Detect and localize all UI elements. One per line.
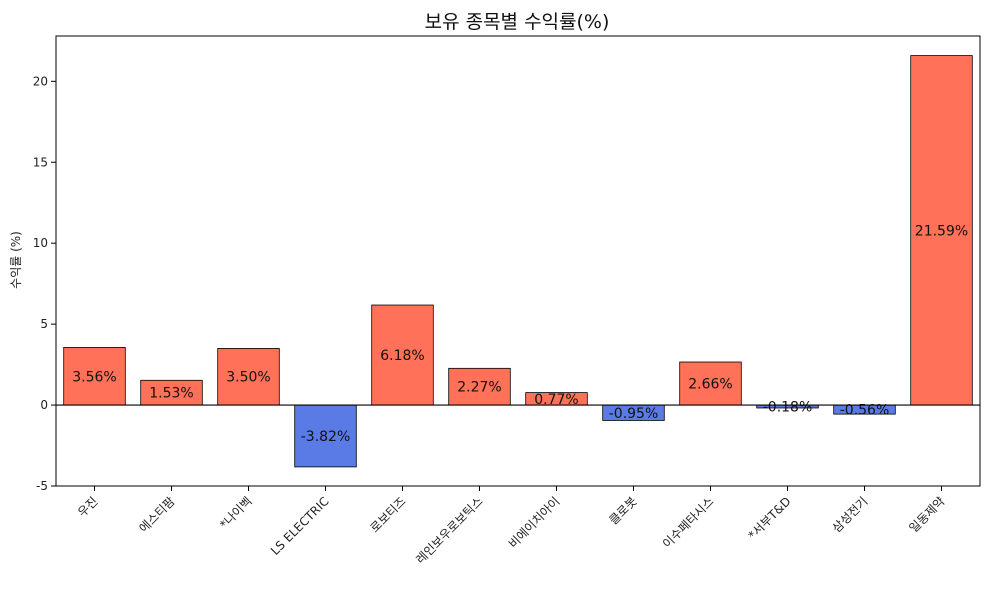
data-label-5: 2.27%: [457, 380, 501, 396]
data-label-3: -3.82%: [301, 429, 351, 445]
bar-5: [448, 367, 511, 406]
y-tick-label-3: 10: [33, 236, 48, 250]
x-tick-label-10: 삼성전기: [829, 494, 870, 535]
plot-frame: [55, 35, 981, 487]
y-tick-label-0: -5: [36, 479, 48, 493]
x-tick-label-7: 클로봇: [606, 494, 639, 527]
data-label-7: -0.95%: [609, 406, 659, 422]
data-label-2: 3.50%: [226, 370, 270, 386]
data-label-10: -0.56%: [840, 403, 890, 419]
x-tick-label-9: *서부T&D: [746, 494, 794, 542]
data-label-8: 2.66%: [688, 377, 732, 393]
data-label-11: 21.59%: [915, 223, 968, 239]
y-tick-label-2: 5: [40, 317, 48, 331]
y-tick-label-5: 20: [33, 74, 48, 88]
data-label-6: 0.77%: [534, 392, 578, 408]
bar-2: [217, 348, 280, 406]
data-label-1: 1.53%: [149, 386, 193, 402]
x-tick-label-0: 우진: [75, 494, 101, 520]
bar-3: [294, 404, 357, 468]
data-label-0: 3.56%: [72, 369, 116, 385]
plot-area: 3.56% 우진 1.53% 에스티팜 3.50% *나이벡 -3.82% LS ELECTR…: [33, 35, 981, 567]
data-label-4: 6.18%: [380, 348, 424, 364]
x-tick-label-2: *나이벡: [217, 494, 255, 532]
x-tick-label-3: LS ELECTRIC: [268, 494, 332, 558]
x-tick-label-6: 비에이치아이: [506, 494, 563, 551]
x-tick-label-5: 레인보우로보틱스: [413, 494, 485, 566]
x-tick-label-8: 이수페타시스: [660, 494, 717, 551]
bar-0: [63, 347, 126, 406]
y-tick-label-1: 0: [40, 398, 48, 412]
y-axis-label: 수익률 (%): [9, 231, 23, 289]
bar-11: [910, 55, 973, 406]
data-label-9: -0.18%: [763, 400, 813, 416]
bar-4: [371, 304, 434, 406]
x-tick-label-11: 일동제약: [906, 494, 948, 536]
bar-1: [140, 379, 203, 406]
chart-title: 보유 종목별 수익률(%): [425, 11, 610, 33]
x-tick-label-1: 에스티팜: [136, 494, 177, 535]
x-tick-label-4: 로보티즈: [367, 494, 408, 535]
y-tick-label-4: 15: [33, 155, 48, 169]
